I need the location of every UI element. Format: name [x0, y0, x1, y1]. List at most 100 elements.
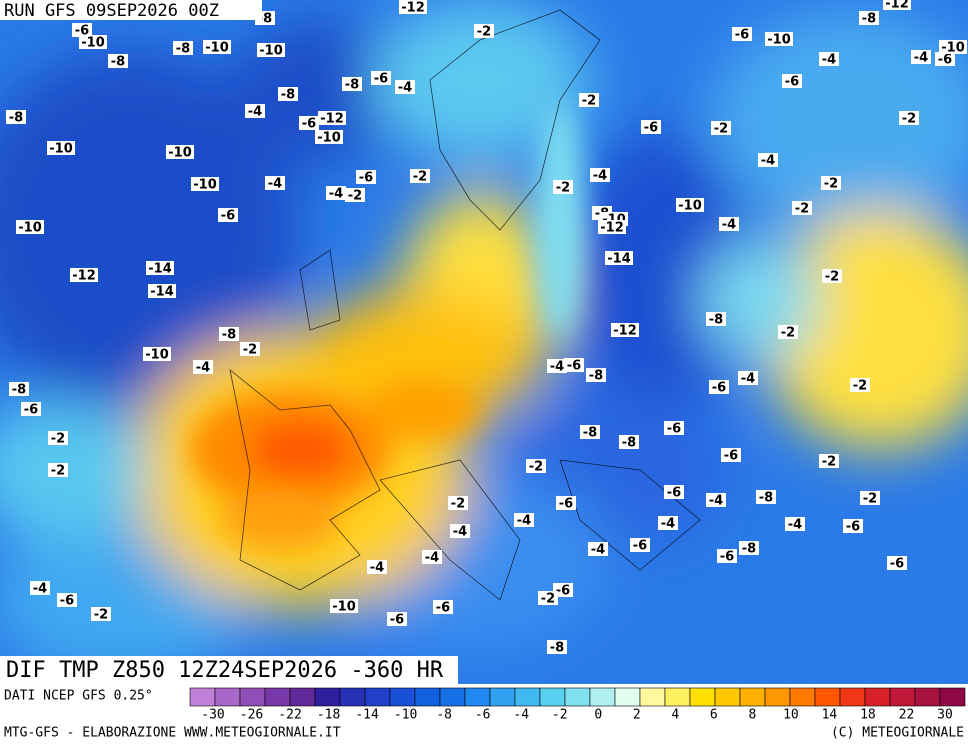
colorbar-label: -4 — [513, 708, 529, 723]
contour-label: -6 — [667, 422, 681, 437]
colorbar-swatch — [814, 687, 841, 707]
contour-label-box — [709, 380, 729, 394]
contour-label: -10 — [18, 221, 42, 236]
contour-label-box — [547, 359, 567, 373]
contour-label: -8 — [176, 42, 190, 57]
colorbar-swatch — [314, 687, 341, 707]
contour-label: -10 — [205, 41, 229, 56]
contour-label-box — [79, 35, 107, 49]
contour-label: -6 — [938, 53, 952, 68]
contour-label: -8 — [583, 426, 597, 441]
contour-label-box — [782, 74, 802, 88]
contour-label-box — [756, 490, 776, 504]
colorbar-swatch — [389, 687, 416, 707]
contour-label: -12 — [885, 0, 909, 12]
contour-label-box — [719, 217, 739, 231]
contour-label: -2 — [902, 112, 916, 127]
contour-label: -2 — [824, 177, 838, 192]
contour-label-box — [48, 463, 68, 477]
contour-label-box — [586, 368, 606, 382]
colorbar-label: -2 — [552, 708, 568, 723]
colorbar-label: 30 — [937, 708, 953, 723]
contour-label: -10 — [193, 178, 217, 193]
colorbar-swatch — [414, 687, 441, 707]
contour-label: -2 — [51, 432, 65, 447]
colorbar-swatch — [864, 687, 891, 707]
contour-label: -6 — [374, 72, 388, 87]
contour-label-box — [676, 198, 704, 212]
contour-label: -4 — [196, 361, 210, 376]
colorbar-swatch — [789, 687, 816, 707]
contour-label: -6 — [890, 557, 904, 572]
colorbar-label: 4 — [671, 708, 679, 723]
colorbar-swatch — [664, 687, 691, 707]
contour-label-box — [342, 77, 362, 91]
contour-label: -4 — [914, 51, 928, 66]
contour-label-box — [387, 612, 407, 626]
colorbar-swatch — [489, 687, 516, 707]
colorbar-swatch — [364, 687, 391, 707]
contour-label-box — [547, 640, 567, 654]
colorbar-label: -22 — [278, 708, 301, 723]
contour-label: -8 — [550, 641, 564, 656]
colorbar-label: 18 — [860, 708, 876, 723]
contour-label-box — [21, 402, 41, 416]
contour-label-box — [422, 550, 442, 564]
contour-label-box — [911, 50, 931, 64]
colorbar-swatch — [214, 687, 241, 707]
contour-label-box — [939, 40, 967, 54]
contour-label: -6 — [712, 381, 726, 396]
contour-label: -6 — [436, 601, 450, 616]
contour-label: -4 — [329, 187, 343, 202]
contour-label: -10 — [49, 142, 73, 157]
contour-label: -6 — [75, 24, 89, 39]
contour-label: -6 — [559, 497, 573, 512]
colorbar-swatch — [464, 687, 491, 707]
map-title: DIF TMP Z850 12Z24SEP2026 -360 HR — [6, 658, 444, 683]
contour-label-box — [219, 327, 239, 341]
colorbar-swatch — [639, 687, 666, 707]
contour-label-box — [371, 71, 391, 85]
contour-label-box — [935, 52, 955, 66]
colorbar-label: -18 — [317, 708, 340, 723]
contour-label-box — [658, 516, 678, 530]
contour-label: -10 — [168, 146, 192, 161]
contour-label-box — [553, 180, 573, 194]
contour-label-box — [191, 177, 219, 191]
contour-label: -2 — [51, 464, 65, 479]
contour-label: -14 — [607, 252, 631, 267]
contour-label: -2 — [714, 122, 728, 137]
contour-label-box — [245, 104, 265, 118]
contour-label-box — [395, 80, 415, 94]
contour-label-box — [166, 145, 194, 159]
colorbar-swatch — [564, 687, 591, 707]
contour-label-box — [843, 519, 863, 533]
contour-label-box — [598, 220, 626, 234]
colorbar-swatch — [189, 687, 216, 707]
colorbar-label: 0 — [594, 708, 602, 723]
contour-label: -6 — [302, 117, 316, 132]
contour-label-box — [579, 93, 599, 107]
contour-label-box — [778, 325, 798, 339]
contour-label: -8 — [345, 78, 359, 93]
contour-label-box — [590, 168, 610, 182]
contour-label: -6 — [390, 613, 404, 628]
contour-label: -2 — [529, 460, 543, 475]
contour-label-box — [721, 448, 741, 462]
contour-label: -10 — [145, 348, 169, 363]
contour-label: -8 — [709, 313, 723, 328]
contour-label: -4 — [370, 561, 384, 576]
contour-label: -2 — [582, 94, 596, 109]
contour-label: -2 — [451, 497, 465, 512]
contour-label: -12 — [72, 269, 96, 284]
credit-left: MTG-GFS - ELABORAZIONE WWW.METEOGIORNALE… — [4, 726, 341, 741]
contour-label-box — [859, 11, 879, 25]
contour-label: -4 — [722, 218, 736, 233]
contour-label-box — [450, 524, 470, 538]
colorbar-label: -26 — [240, 708, 263, 723]
contour-label-box — [664, 485, 684, 499]
contour-label: -2 — [795, 202, 809, 217]
contour-label-box — [345, 188, 365, 202]
contour-label: -2 — [477, 25, 491, 40]
